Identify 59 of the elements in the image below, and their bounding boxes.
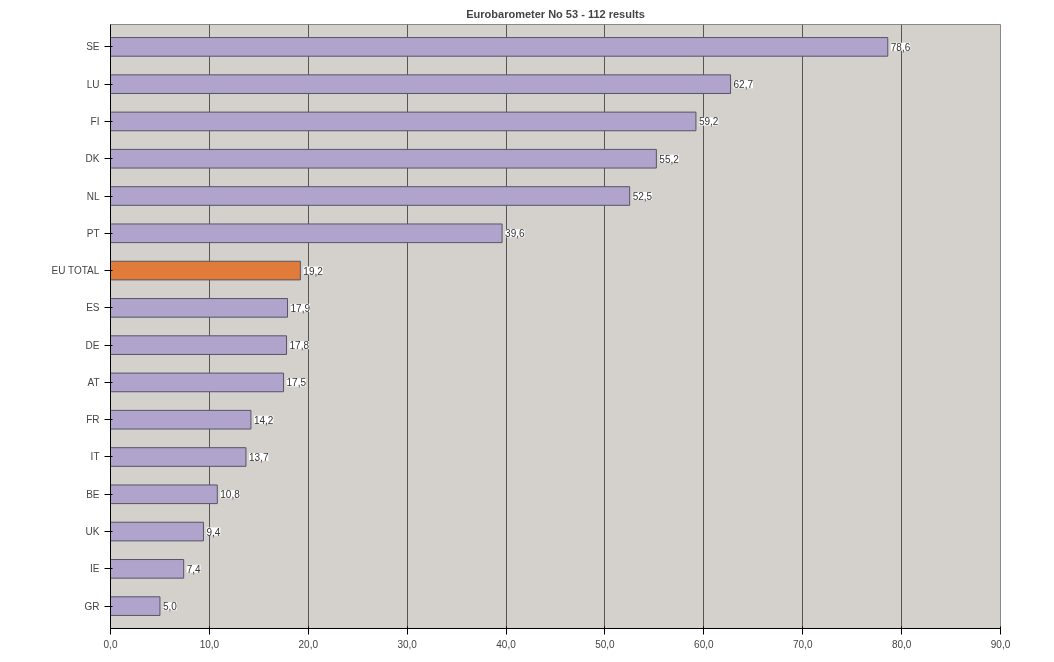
bar [110, 409, 252, 430]
y-tick-label: EU TOTAL [51, 265, 100, 277]
bar [110, 559, 185, 579]
x-tick-label: 70,0 [792, 638, 813, 650]
bar [110, 37, 889, 57]
data-label: 9,4 [206, 526, 221, 538]
y-tick-label: GR [84, 600, 100, 612]
bar [110, 447, 247, 467]
y-tick-label: FI [90, 115, 100, 127]
bar [110, 260, 301, 281]
data-label: 5,0 [162, 601, 178, 613]
x-tick-label: 90,0 [990, 638, 1011, 650]
y-tick-label: BE [86, 488, 100, 500]
data-label: 17,8 [289, 340, 310, 352]
y-tick-label: IT [90, 451, 100, 463]
data-label: 55,2 [659, 153, 680, 165]
bar [110, 521, 204, 542]
bar [110, 372, 285, 393]
bar [110, 223, 503, 244]
x-tick-label: 20,0 [298, 638, 319, 650]
bar [110, 596, 161, 616]
y-tick-label: UK [85, 526, 100, 538]
x-tick-label: 50,0 [595, 638, 616, 650]
bar [110, 74, 732, 94]
bar [110, 335, 288, 355]
data-label: 78,6 [890, 41, 911, 53]
bar [110, 111, 697, 132]
y-tick-label: PT [86, 227, 100, 239]
bar [110, 298, 289, 318]
data-label: 39,6 [505, 228, 525, 240]
y-tick-label: IE [90, 563, 100, 575]
x-tick-label: 40,0 [496, 638, 517, 650]
x-tick-label: 30,0 [397, 638, 418, 650]
data-label: 62,7 [733, 79, 754, 91]
data-label: 19,2 [303, 265, 324, 277]
data-label: 14,2 [253, 414, 274, 426]
x-tick-label: 0,0 [103, 638, 118, 650]
x-tick-label: 80,0 [891, 638, 912, 650]
bar [110, 484, 218, 505]
data-label: 59,2 [698, 116, 719, 128]
x-tick-label: 10,0 [199, 638, 220, 650]
data-label: 7,4 [186, 563, 202, 575]
x-tick-label: 60,0 [694, 638, 714, 650]
y-tick-label: SE [86, 41, 100, 53]
y-tick-label: ES [86, 302, 100, 314]
y-tick-label: AT [87, 376, 100, 388]
y-tick-label: DK [85, 153, 100, 165]
y-tick-label: NL [86, 190, 100, 202]
bar [110, 148, 657, 169]
chart-title: Eurobarometer No 53 - 112 results [466, 7, 645, 20]
data-label: 17,9 [290, 302, 311, 314]
bar [110, 186, 631, 206]
data-label: 52,5 [632, 191, 653, 203]
data-label: 17,5 [286, 377, 307, 389]
data-label: 13,7 [248, 451, 269, 463]
y-tick-label: DE [85, 339, 100, 351]
y-tick-label: LU [86, 78, 100, 90]
y-tick-label: FR [86, 414, 100, 426]
data-label: 10,8 [220, 489, 241, 501]
